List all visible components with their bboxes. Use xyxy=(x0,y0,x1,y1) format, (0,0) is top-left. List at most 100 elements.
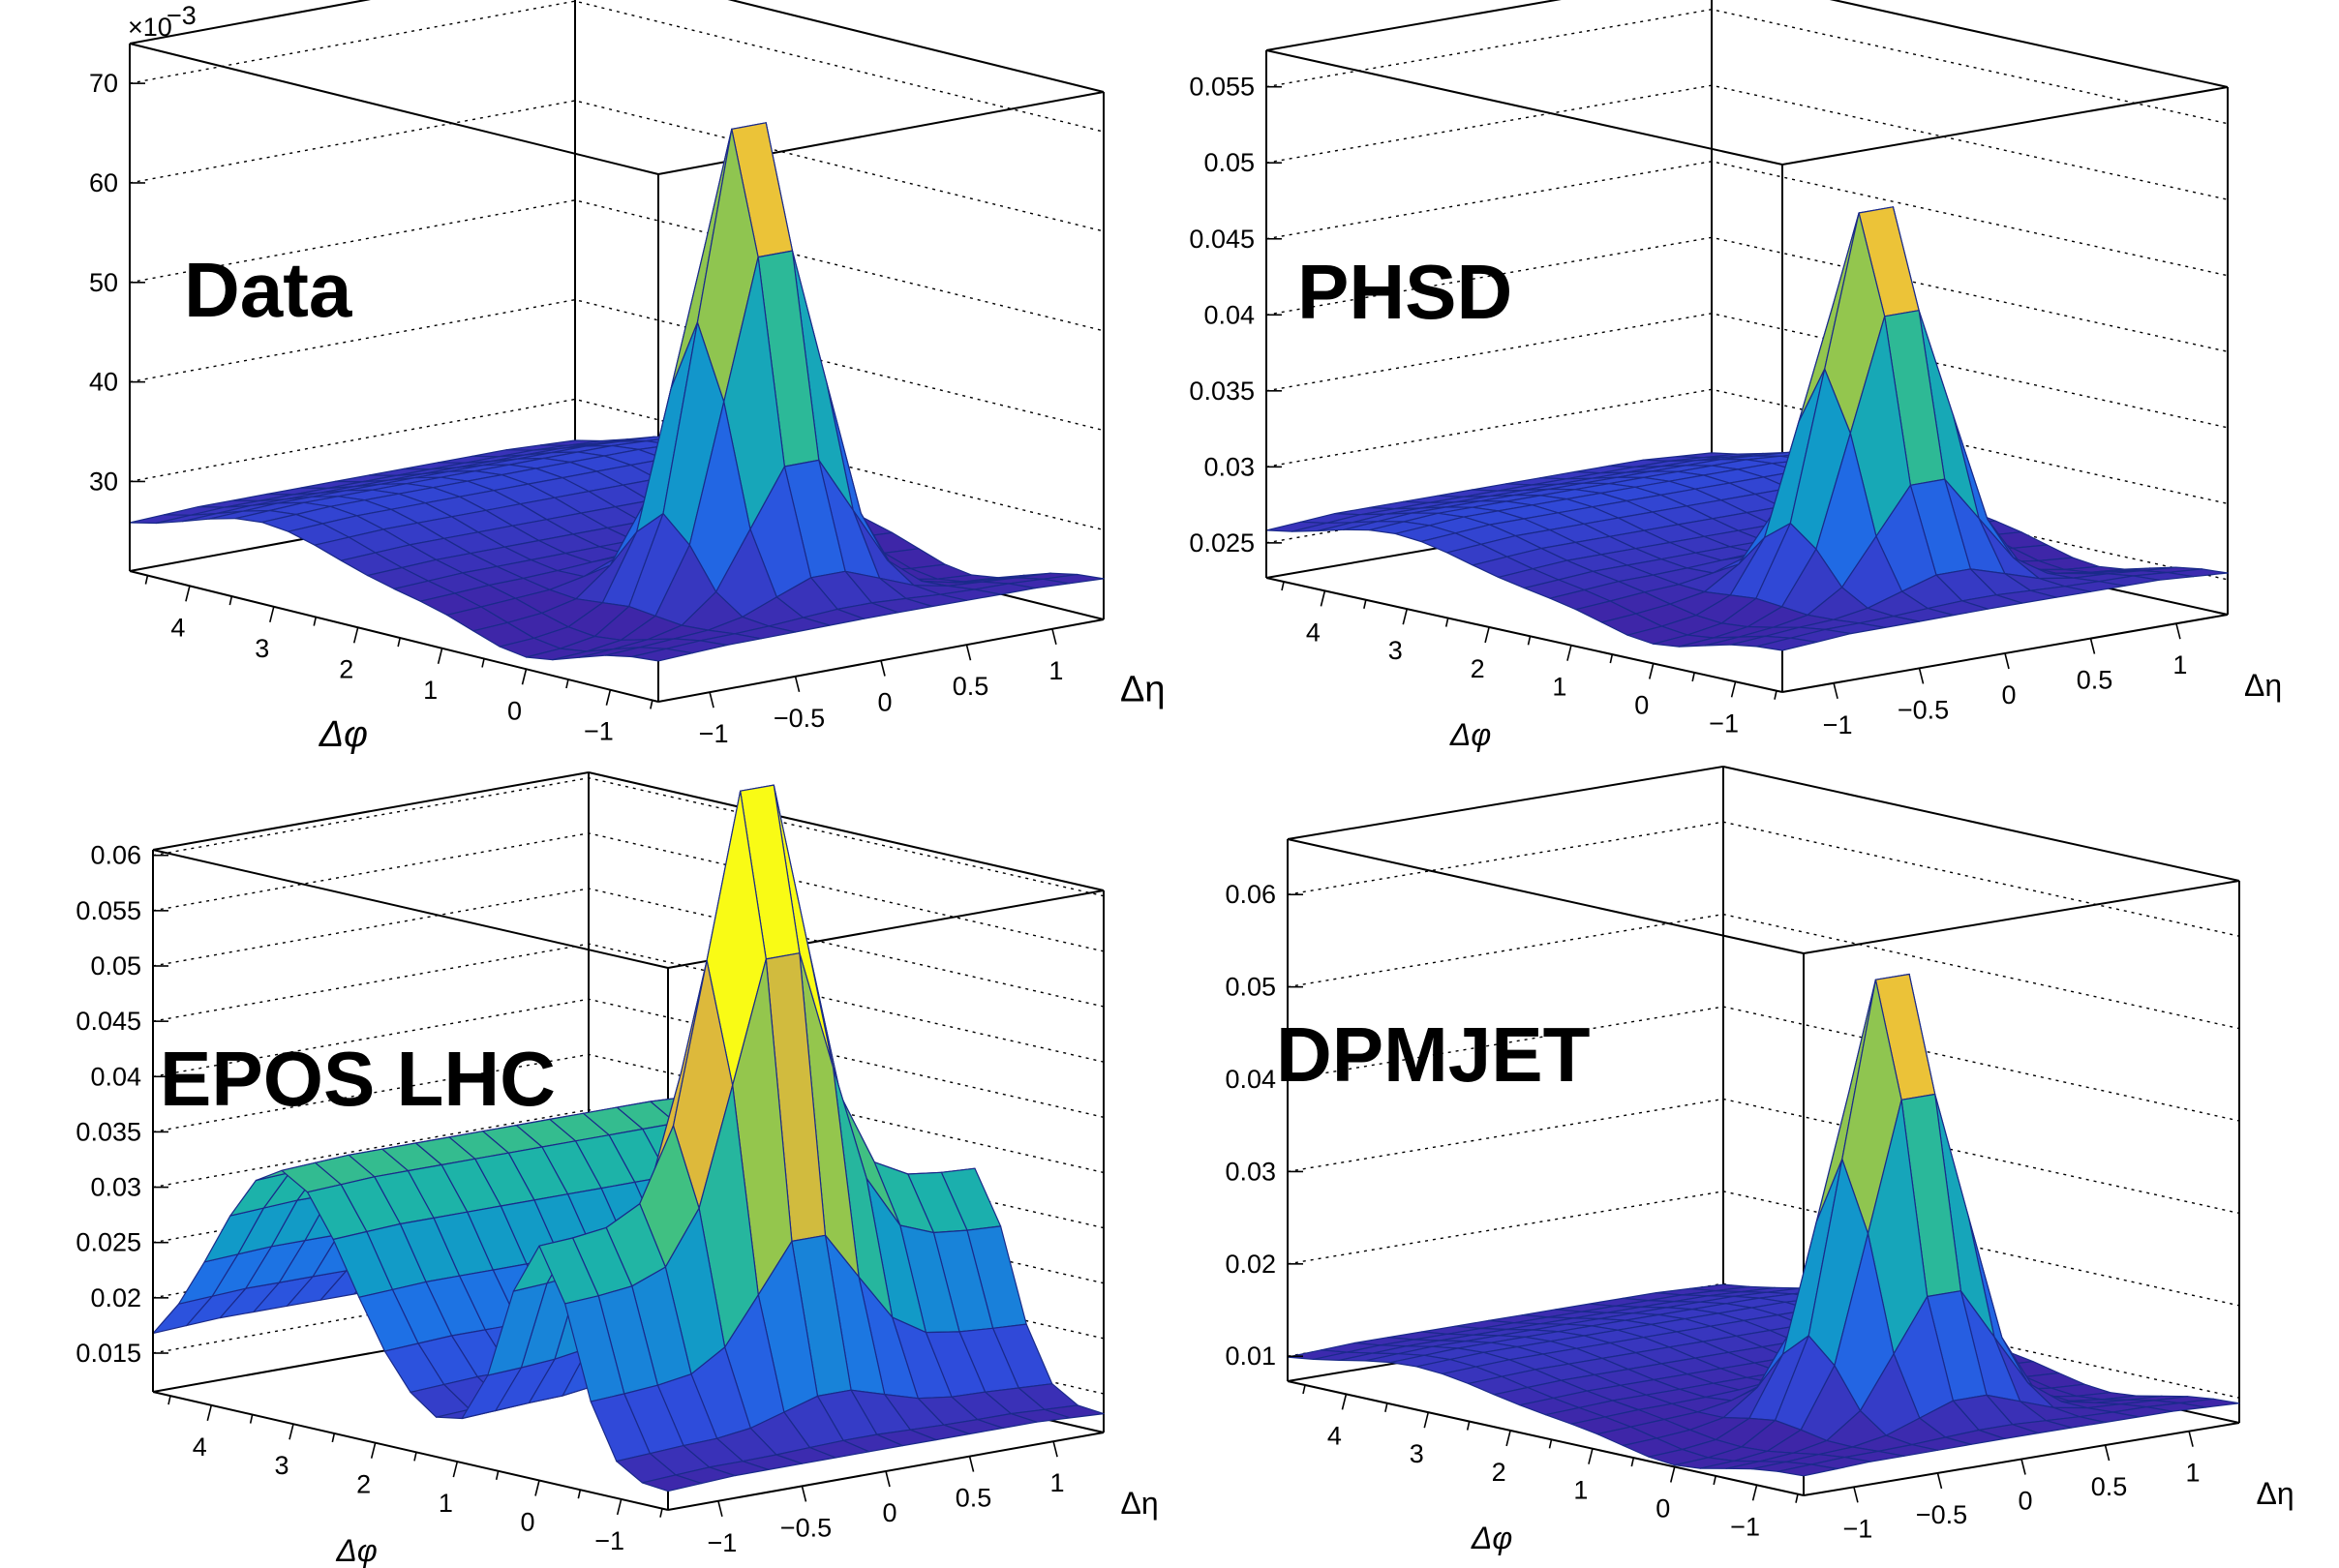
eta-tick xyxy=(717,1500,723,1517)
surface-cell xyxy=(1777,1463,1838,1477)
eta-axis-title: Δη xyxy=(1120,669,1166,709)
phi-axis-title: Δφ xyxy=(335,1533,377,1568)
phi-tick-label: −1 xyxy=(594,1526,624,1555)
phi-tick-label: 1 xyxy=(1552,673,1566,702)
phi-minor-tick xyxy=(495,1470,500,1480)
eta-tick xyxy=(2004,652,2010,670)
phi-tick xyxy=(437,648,443,664)
eta-tick xyxy=(1918,668,1925,684)
z-tick-label: 0.035 xyxy=(1189,377,1255,406)
gridline xyxy=(1265,8,2229,125)
eta-tick xyxy=(794,676,801,693)
phi-minor-tick xyxy=(565,678,569,689)
phi-minor-tick xyxy=(1609,653,1614,664)
axes: 4 3 2 1 0 −1 −1 −0.5 0 0.5 1 0.025 0.03 0.035 0.04 0.04… xyxy=(1189,73,2282,752)
frame-edge xyxy=(129,43,659,175)
frame-edge xyxy=(1722,766,2240,882)
eta-tick-label: 1 xyxy=(2172,650,2187,679)
eta-tick-label: −0.5 xyxy=(780,1513,832,1542)
surface-cell xyxy=(631,648,694,662)
panel-title: PHSD xyxy=(1297,249,1513,335)
phi-tick-label: 2 xyxy=(339,654,353,683)
surface-mesh xyxy=(129,122,1105,662)
eta-tick-label: 1 xyxy=(2186,1459,2201,1488)
gridline xyxy=(129,100,1105,232)
surface-cell xyxy=(641,1474,703,1493)
phi-minor-tick xyxy=(313,617,318,626)
frame-edge xyxy=(1265,0,1562,51)
eta-tick-label: 0 xyxy=(877,688,892,717)
eta-tick xyxy=(965,644,972,661)
surface-cell xyxy=(1755,637,1818,651)
phi-tick-label: 3 xyxy=(274,1451,289,1480)
phi-axis-line xyxy=(129,570,659,703)
phi-tick xyxy=(1751,1485,1758,1501)
phi-tick xyxy=(370,1442,377,1459)
gridline xyxy=(152,777,1105,897)
gridline xyxy=(1287,1098,2240,1215)
plot-panel-data: 4 3 2 1 0 −1 −1 −0.5 0 0.5 1 30 40 50 60 70 ×10 −3 Δφ Δη Da… xyxy=(0,0,1170,784)
z-tick-label: 0.03 xyxy=(1203,452,1255,481)
surface-plot-epos-lhc: 4 3 2 1 0 −1 −1 −0.5 0 0.5 1 0.015 0.02 0.025 0.03 0.03… xyxy=(76,771,1159,1568)
phi-tick-label: 0 xyxy=(1634,691,1649,720)
eta-tick-label: −0.5 xyxy=(1898,695,1949,724)
phi-tick xyxy=(1648,663,1655,679)
eta-tick xyxy=(1853,1487,1859,1503)
eta-axis-title: Δη xyxy=(2244,668,2282,703)
eta-tick xyxy=(1051,628,1057,646)
phi-tick xyxy=(1505,1430,1511,1447)
frame-edge xyxy=(129,0,372,45)
frame-edge xyxy=(727,0,1105,93)
phi-tick-label: 2 xyxy=(356,1470,371,1499)
phi-minor-tick xyxy=(1527,636,1532,646)
phi-tick-label: 4 xyxy=(1306,618,1321,647)
eta-tick-label: 0 xyxy=(2001,680,2016,709)
phi-tick-label: 0 xyxy=(1656,1494,1670,1523)
frame-edge xyxy=(1287,766,1724,840)
phi-tick xyxy=(1730,681,1737,698)
z-tick-label: 40 xyxy=(89,368,118,397)
phi-tick-label: 2 xyxy=(1492,1458,1506,1487)
z-tick-label: 0.02 xyxy=(1225,1250,1276,1279)
phi-tick xyxy=(1669,1466,1676,1483)
phi-minor-tick xyxy=(397,637,401,648)
eta-tick-label: −1 xyxy=(708,1528,738,1557)
eta-tick xyxy=(2188,1431,2194,1447)
z-tick-label: 30 xyxy=(89,467,118,496)
phi-tick xyxy=(185,586,191,602)
eta-tick-label: −1 xyxy=(1823,710,1853,739)
gridline xyxy=(129,199,1105,332)
z-tick-label: 0.04 xyxy=(1203,300,1255,329)
eta-tick xyxy=(968,1456,975,1472)
phi-tick-label: 4 xyxy=(170,613,185,642)
gridline xyxy=(152,888,1105,1008)
phi-minor-tick xyxy=(249,1414,254,1424)
phi-minor-tick xyxy=(1795,1493,1799,1503)
phi-tick-label: 0 xyxy=(520,1508,534,1537)
surface-plot-phsd: 4 3 2 1 0 −1 −1 −0.5 0 0.5 1 0.025 0.03 0.035 0.04 0.04… xyxy=(1189,0,2282,752)
z-tick-label: 70 xyxy=(89,69,118,98)
eta-tick xyxy=(1052,1441,1058,1458)
surface-mesh xyxy=(152,784,1105,1493)
z-tick-label: 0.055 xyxy=(76,896,141,925)
phi-tick xyxy=(352,627,359,644)
plot-panel-epos-lhc: 4 3 2 1 0 −1 −1 −0.5 0 0.5 1 0.015 0.02 0.025 0.03 0.03… xyxy=(0,771,1170,1568)
phi-minor-tick xyxy=(413,1452,417,1462)
phi-tick xyxy=(269,606,275,622)
plot-panel-phsd: 4 3 2 1 0 −1 −1 −0.5 0 0.5 1 0.025 0.03 0.035 0.04 0.04… xyxy=(1170,0,2339,784)
gridline xyxy=(152,832,1105,952)
eta-tick-label: 0.5 xyxy=(2091,1472,2128,1501)
frame-edge xyxy=(1287,838,1805,954)
frame-edge xyxy=(1803,880,2240,954)
eta-tick xyxy=(2020,1459,2026,1475)
phi-minor-tick xyxy=(1691,672,1695,682)
eta-tick xyxy=(1936,1472,1943,1490)
phi-tick xyxy=(534,1480,540,1496)
eta-tick-label: −1 xyxy=(1843,1514,1873,1543)
eta-tick-label: 0.5 xyxy=(956,1484,992,1513)
eta-axis-title: Δη xyxy=(2257,1476,2294,1511)
phi-tick xyxy=(452,1461,459,1478)
z-tick-label: 0.06 xyxy=(1225,880,1276,909)
phi-minor-tick xyxy=(650,700,653,709)
phi-minor-tick xyxy=(1774,690,1777,700)
